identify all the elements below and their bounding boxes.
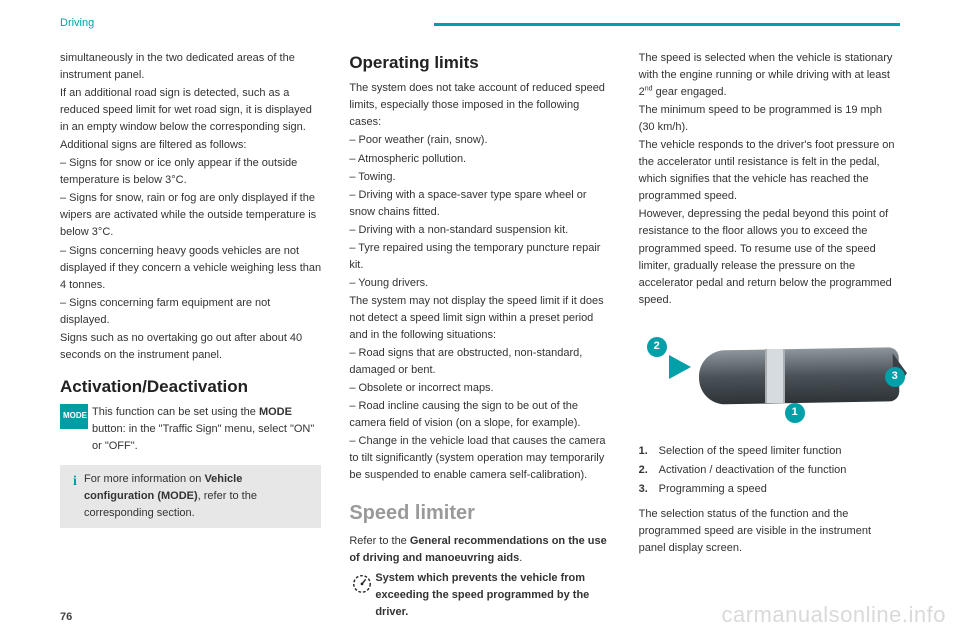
list-item: – Driving with a non-standard suspension…	[349, 222, 610, 239]
list-item: – Poor weather (rain, snow).	[349, 132, 610, 149]
body-text: The selection status of the function and…	[639, 506, 900, 557]
callout-1: 1	[785, 403, 805, 423]
text: Selection of the speed limiter function	[659, 443, 842, 460]
legend-item: Activation / deactivation of the functio…	[639, 462, 900, 479]
info-icon: i	[66, 471, 84, 493]
column-3: The speed is selected when the vehicle i…	[639, 50, 900, 621]
list-item: – Driving with a space-saver type spare …	[349, 187, 610, 221]
body-text: The system does not take account of redu…	[349, 80, 610, 131]
list-item: – Tyre repaired using the temporary punc…	[349, 240, 610, 274]
gauge-text: System which prevents the vehicle from e…	[375, 570, 610, 621]
column-1: simultaneously in the two dedicated area…	[60, 50, 321, 621]
heading-operating-limits: Operating limits	[349, 50, 610, 76]
gauge-instruction: System which prevents the vehicle from e…	[349, 570, 610, 621]
body-text: The speed is selected when the vehicle i…	[639, 50, 900, 101]
list-item: – Road incline causing the sign to be ou…	[349, 398, 610, 432]
heading-speed-limiter: Speed limiter	[349, 498, 610, 529]
page-number: 76	[60, 609, 72, 626]
stalk-body	[698, 347, 899, 404]
arrow-icon	[669, 355, 691, 379]
callout-2: 2	[647, 337, 667, 357]
mode-text: This function can be set using the MODE …	[92, 404, 321, 455]
page-header: Driving	[0, 0, 960, 36]
text: Activation / deactivation of the functio…	[659, 462, 847, 479]
heading-activation: Activation/Deactivation	[60, 374, 321, 400]
body-text: The minimum speed to be programmed is 19…	[639, 102, 900, 136]
legend-item: Selection of the speed limiter function	[639, 443, 900, 460]
body-text: However, depressing the pedal beyond thi…	[639, 206, 900, 308]
list-item: – Signs concerning heavy goods vehicles …	[60, 243, 321, 294]
speedometer-icon	[349, 570, 375, 594]
text: Programming a speed	[659, 481, 767, 498]
text: gear engaged.	[653, 86, 727, 98]
list-item: – Signs for snow, rain or fog are only d…	[60, 190, 321, 241]
body-text: Refer to the General recommendations on …	[349, 533, 610, 567]
text: .	[519, 552, 522, 564]
body-text: The system may not display the speed lim…	[349, 293, 610, 344]
list-item: – Change in the vehicle load that causes…	[349, 433, 610, 484]
stalk-diagram: 2 1 3	[639, 313, 900, 433]
section-label: Driving	[60, 15, 94, 32]
list-item: – Young drivers.	[349, 275, 610, 292]
text: This function can be set using the	[92, 406, 259, 418]
text: button: in the "Traffic Sign" menu, sele…	[92, 423, 314, 452]
list-item: – Signs for snow or ice only appear if t…	[60, 155, 321, 189]
list-item: – Road signs that are obstructed, non-st…	[349, 345, 610, 379]
body-text: Signs such as no overtaking go out after…	[60, 330, 321, 364]
mode-instruction: MODE This function can be set using the …	[60, 404, 321, 455]
legend-item: Programming a speed	[639, 481, 900, 498]
column-2: Operating limits The system does not tak…	[349, 50, 610, 621]
info-text: For more information on Vehicle configur…	[84, 471, 313, 522]
header-rule	[434, 23, 900, 26]
text-bold: MODE	[259, 406, 292, 418]
stalk-ring	[765, 349, 785, 403]
body-text: Additional signs are filtered as follows…	[60, 137, 321, 154]
list-item: – Towing.	[349, 169, 610, 186]
content-columns: simultaneously in the two dedicated area…	[0, 36, 960, 621]
list-item: – Signs concerning farm equipment are no…	[60, 295, 321, 329]
legend-list: Selection of the speed limiter function …	[639, 443, 900, 498]
watermark: carmanualsonline.info	[721, 598, 946, 632]
body-text: simultaneously in the two dedicated area…	[60, 50, 321, 84]
list-item: – Atmospheric pollution.	[349, 151, 610, 168]
list-item: – Obsolete or incorrect maps.	[349, 380, 610, 397]
body-text: If an additional road sign is detected, …	[60, 85, 321, 136]
callout-3: 3	[885, 367, 905, 387]
mode-badge-icon: MODE	[60, 404, 88, 428]
text-bold: System which prevents the vehicle from e…	[375, 572, 589, 618]
text: Refer to the	[349, 535, 410, 547]
text: For more information on	[84, 473, 204, 485]
body-text: The vehicle responds to the driver's foo…	[639, 137, 900, 205]
text-superscript: nd	[645, 85, 653, 92]
info-box: i For more information on Vehicle config…	[60, 465, 321, 528]
